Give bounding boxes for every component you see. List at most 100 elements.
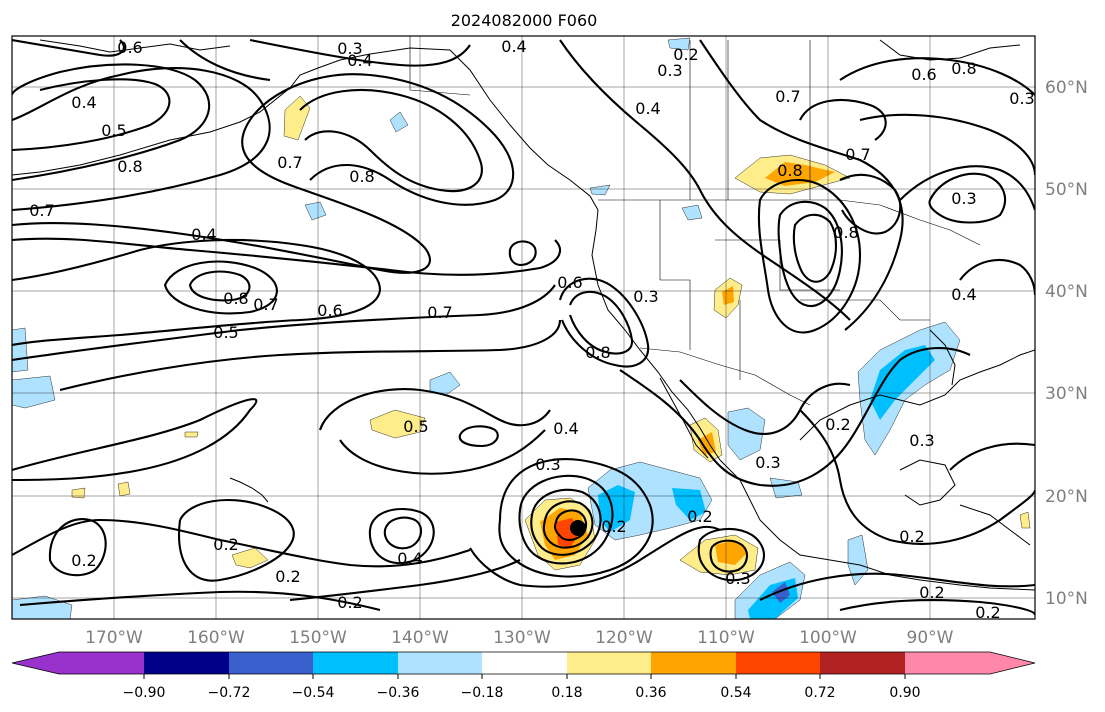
shade-positive-plains-core [722,286,734,305]
lon-label: 170°W [85,628,143,648]
contour-canada-3 [757,178,862,334]
grid-lines [12,36,1035,619]
contour-south-5 [709,539,748,573]
shade-positive-baja-core [698,432,716,455]
shade-positive-canada-core [765,162,835,186]
colorbar: −0.90 −0.72 −0.54 −0.36 −0.18 0.18 0.36 … [11,651,1036,701]
contour-label: 0.4 [397,549,422,568]
contour-label: 0.7 [775,87,800,106]
contour-label: 0.2 [601,517,626,536]
shade-negative-e-pac-core2 [772,582,790,603]
colorbar-segment [12,652,59,674]
contour-mid-3 [59,319,562,392]
latitude-axis: 60°N 50°N 40°N 30°N 20°N 10°N [1045,78,1088,609]
contour-south-6 [759,572,1035,601]
contour-low-3 [48,518,107,577]
lat-label: 30°N [1045,384,1088,404]
border-alaska [409,36,471,96]
colorbar-tick-label: −0.18 [461,685,504,701]
contour-hurricane-outer [498,458,654,578]
contour-hurricane-3 [542,500,594,549]
contour-label: 0.6 [117,38,142,57]
contour-label: 0.2 [687,507,712,526]
contour-east-3 [839,57,1035,96]
contour-label: 0.3 [535,455,560,474]
contour-label: 0.6 [911,65,936,84]
contour-label: 0.2 [975,603,1000,622]
contour-label: 0.5 [101,121,126,140]
colorbar-tick-label: 0.54 [720,685,751,701]
colorbar-segment [313,652,398,674]
colorbar-segment [736,652,820,674]
contour-label: 0.6 [557,273,582,292]
contour-ne-pac-2 [299,88,483,193]
contour-label-layer: 0.3 0.4 0.4 0.6 0.2 0.3 0.4 0.7 0.6 0.8 … [29,37,1034,622]
contour-label: 0.8 [585,343,610,362]
contour-hurricane-2 [530,488,602,556]
shade-negative-pacific-mx-core [598,485,635,532]
lat-label: 60°N [1045,78,1088,98]
contour-high-center-1 [163,260,278,315]
contour-north-1 [249,38,471,67]
contour-label: 0.5 [213,323,238,342]
contour-label: 0.8 [833,223,858,242]
contour-label: 0.8 [349,167,374,186]
contour-canada-1 [559,39,851,321]
contour-label: 0.2 [919,583,944,602]
contour-label: 0.2 [71,551,96,570]
contour-south-2 [679,379,851,435]
contour-oval-mid [458,425,499,448]
shade-negative-wa [681,204,703,221]
contour-label: 0.4 [191,225,216,244]
contour-label: 0.4 [347,51,372,70]
coastlines [12,39,1035,591]
lon-label: 140°W [391,628,449,648]
contour-mid-2 [12,284,556,362]
contour-label: 0.7 [29,201,54,220]
contour-label: 0.8 [117,157,142,176]
shade-positive-mid-pac [369,409,426,439]
colorbar-tick-label: −0.72 [208,685,251,701]
shade-positive-sw-pac [231,547,269,569]
contour-label: 0.7 [277,153,302,172]
contour-label: 0.4 [501,37,526,56]
border-us-mexico [639,347,811,406]
contour-label: 0.5 [403,417,428,436]
contour-label: 0.4 [951,285,976,304]
colorbar-tick-label: −0.90 [123,685,166,701]
shade-negative-se-us [857,321,961,456]
shade-negative-bc [589,184,611,196]
colorbar-segment [567,652,651,674]
longitude-axis: 170°W 160°W 150°W 140°W 130°W 120°W 110°… [85,628,954,648]
map-frame [11,35,1036,620]
contour-east-4 [859,113,1035,176]
contour-label: 0.7 [845,145,870,164]
shade-positive-small1 [71,487,86,499]
contour-label: 0.2 [213,535,238,554]
colorbar-segment [144,652,229,674]
coast-alaska-north [39,39,231,53]
contour-low-1 [12,398,258,482]
colorbar-segment [990,652,1035,674]
contour-nw-corner [12,38,125,57]
contour-mid-pac-wave [12,237,561,276]
border-states-1 [659,200,691,350]
shade-negative-caribbean [847,534,869,586]
contour-label: 0.3 [657,61,682,80]
contour-south-3 [799,409,1035,545]
contour-east-1 [899,165,1035,211]
contour-arctic-3 [12,78,171,152]
coast-baja [659,377,709,459]
contour-ne-pac-1 [249,73,515,206]
contour-label: 0.7 [253,295,278,314]
contour-label: 0.2 [275,567,300,586]
contour-mid-east-1 [319,388,551,431]
contour-west-coast-3 [508,240,537,267]
contour-south-8 [949,442,1035,471]
colorbar-tick-label: −0.54 [292,685,335,701]
contour-label: 0.3 [909,431,934,450]
shade-negative-pacific-mx-core2 [672,488,706,520]
map-background [12,36,1035,619]
contour-canada-5 [792,213,838,283]
